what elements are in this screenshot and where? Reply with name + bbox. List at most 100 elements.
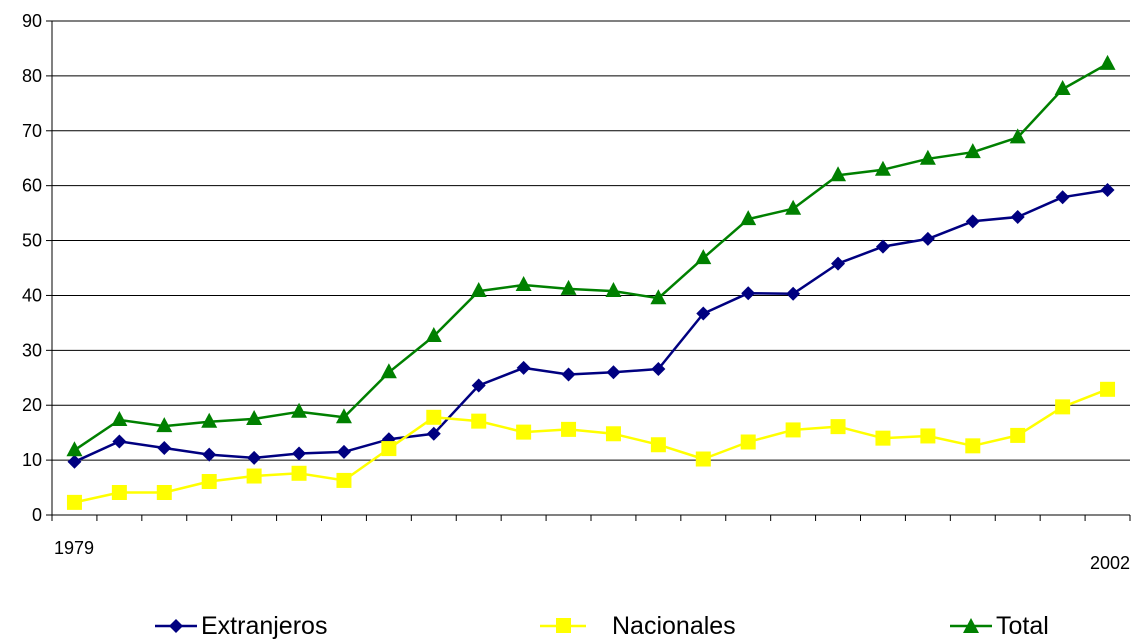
y-tick-label-0: 0 — [32, 505, 42, 525]
data-point-nacionales-2000 — [1010, 427, 1026, 443]
legend-label-extranjeros: Extranjeros — [201, 612, 328, 640]
data-point-nacionales-1993 — [695, 451, 711, 467]
series-total — [66, 54, 1116, 457]
data-point-extranjeros-1985 — [336, 444, 351, 459]
legend-label-total: Total — [996, 612, 1049, 640]
data-point-extranjeros-1984 — [292, 446, 307, 461]
data-point-extranjeros-1981 — [157, 441, 172, 456]
data-point-nacionales-1989 — [516, 424, 532, 440]
y-tick-label-50: 50 — [22, 231, 42, 251]
series-line-total — [73, 62, 1109, 452]
y-tick-label-90: 90 — [22, 11, 42, 31]
data-point-total-2001 — [1054, 80, 1071, 96]
y-tick-label-10: 10 — [22, 450, 42, 470]
series-line-nacionales — [74, 388, 1108, 504]
data-point-nacionales-1988 — [471, 413, 487, 429]
data-point-nacionales-1996 — [830, 419, 846, 435]
data-point-nacionales-1998 — [920, 428, 936, 444]
data-point-total-1988 — [470, 282, 487, 298]
legend-item-extranjeros: Extranjeros — [155, 612, 327, 640]
data-point-extranjeros-1998 — [920, 231, 935, 246]
data-point-extranjeros-1982 — [202, 447, 217, 462]
data-point-extranjeros-1983 — [247, 450, 262, 465]
data-point-nacionales-1979 — [66, 494, 82, 510]
data-point-nacionales-1980 — [111, 484, 127, 500]
data-point-total-2000 — [1009, 128, 1026, 144]
data-point-extranjeros-1996 — [831, 256, 846, 271]
data-point-total-1992 — [650, 289, 667, 305]
data-point-total-1994 — [740, 210, 757, 226]
data-point-total-1998 — [919, 149, 936, 165]
data-point-total-1996 — [830, 166, 847, 182]
y-tick-label-30: 30 — [22, 340, 42, 360]
data-point-extranjeros-1991 — [606, 365, 621, 380]
data-point-total-1984 — [291, 402, 308, 418]
data-point-nacionales-1985 — [336, 472, 352, 488]
series-extranjeros — [67, 183, 1115, 469]
data-point-total-1986 — [380, 363, 397, 379]
data-point-nacionales-1997 — [875, 430, 891, 446]
data-point-total-1987 — [425, 327, 442, 343]
series-line-extranjeros — [73, 188, 1108, 463]
data-point-extranjeros-1989 — [516, 360, 531, 375]
axes: 0 10 20 30 40 50 60 70 80 90 — [22, 11, 1131, 525]
legend-marker-nacionales — [540, 618, 586, 633]
data-point-total-1980 — [111, 411, 128, 427]
data-point-extranjeros-2000 — [1010, 209, 1025, 224]
data-point-extranjeros-2002 — [1100, 183, 1115, 198]
line-chart: 0 10 20 30 40 50 60 70 80 90 1979 2002 — [22, 11, 1131, 573]
data-point-nacionales-1992 — [650, 437, 666, 453]
data-point-total-1997 — [874, 160, 891, 176]
data-point-total-1979 — [66, 441, 83, 457]
y-tick-label-60: 60 — [22, 176, 42, 196]
data-point-extranjeros-1999 — [965, 214, 980, 229]
x-tick-label-first: 1979 — [54, 538, 94, 558]
data-point-extranjeros-1993 — [696, 306, 711, 321]
data-point-total-1981 — [156, 417, 173, 433]
data-point-nacionales-2002 — [1100, 381, 1116, 397]
y-tick-label-70: 70 — [22, 121, 42, 141]
data-point-nacionales-1984 — [291, 465, 307, 481]
legend-label-nacionales: Nacionales — [612, 612, 736, 640]
data-point-total-1985 — [335, 408, 352, 424]
y-tick-label-40: 40 — [22, 285, 42, 305]
data-point-total-1982 — [201, 412, 218, 428]
data-point-nacionales-1991 — [605, 426, 621, 442]
data-point-nacionales-1983 — [246, 468, 262, 484]
series-nacionales — [66, 381, 1116, 510]
data-point-extranjeros-1992 — [651, 361, 666, 376]
data-point-extranjeros-1995 — [786, 286, 801, 301]
data-point-extranjeros-1980 — [112, 434, 127, 449]
data-point-nacionales-1982 — [201, 474, 217, 490]
y-tick-label-80: 80 — [22, 66, 42, 86]
legend: Extranjeros Nacionales Total — [0, 612, 1135, 640]
legend-item-total: Total — [950, 612, 1049, 640]
data-point-extranjeros-1979 — [67, 454, 82, 469]
data-point-nacionales-1990 — [561, 421, 577, 437]
data-point-extranjeros-1997 — [875, 239, 890, 254]
data-point-nacionales-1994 — [740, 434, 756, 450]
data-point-total-1999 — [964, 143, 981, 159]
gridlines — [52, 20, 1130, 461]
legend-marker-total — [950, 618, 992, 633]
legend-marker-extranjeros — [155, 619, 197, 633]
series-lines — [66, 54, 1116, 510]
data-point-extranjeros-1988 — [471, 378, 486, 393]
data-point-total-1995 — [785, 199, 802, 215]
data-point-extranjeros-1987 — [426, 426, 441, 441]
data-point-total-1983 — [246, 409, 263, 425]
data-point-nacionales-1986 — [381, 441, 397, 457]
data-point-total-2002 — [1099, 54, 1116, 70]
data-point-nacionales-1995 — [785, 422, 801, 438]
y-tick-label-20: 20 — [22, 395, 42, 415]
x-tick-label-last: 2002 — [1090, 553, 1130, 573]
data-point-total-1991 — [605, 282, 622, 298]
data-point-extranjeros-2001 — [1055, 190, 1070, 205]
legend-item-nacionales: Nacionales — [540, 612, 736, 640]
data-point-total-1989 — [515, 276, 532, 292]
data-point-nacionales-1999 — [965, 438, 981, 454]
data-point-total-1990 — [560, 279, 577, 295]
data-point-total-1993 — [695, 249, 712, 265]
data-point-nacionales-2001 — [1055, 399, 1071, 415]
data-point-extranjeros-1994 — [741, 286, 756, 301]
